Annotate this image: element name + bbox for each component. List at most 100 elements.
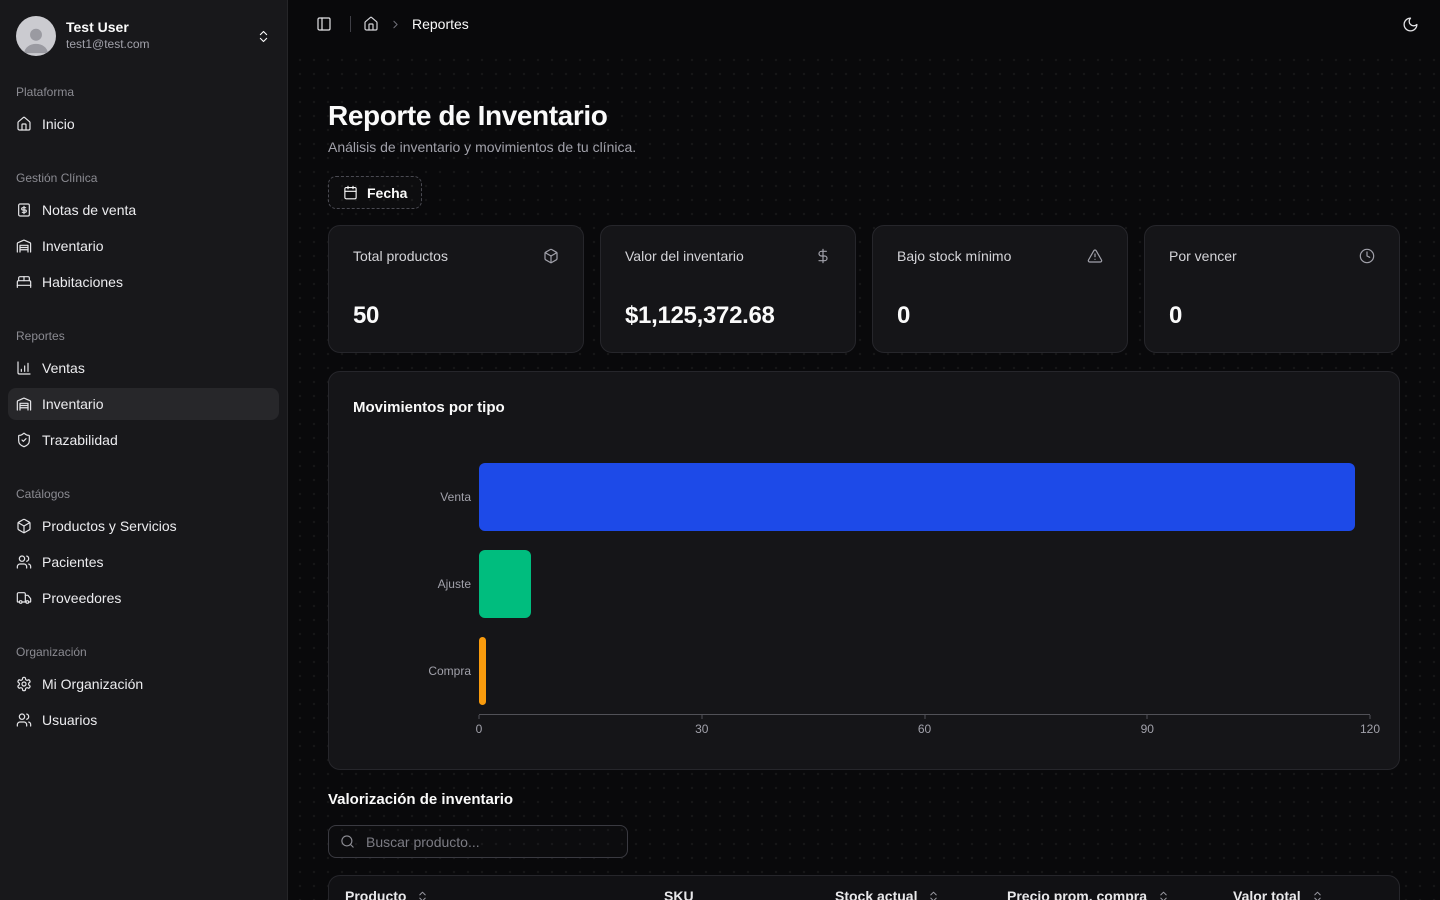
chevrons-up-down-icon [1157,890,1170,900]
sidebar-item-label: Productos y Servicios [42,518,177,534]
product-search [328,825,628,858]
panel-left-icon [316,16,332,32]
sidebar-item-inventario[interactable]: Inventario [8,230,279,262]
package-icon [543,248,559,264]
chart-bar-ajuste [479,549,531,618]
settings-icon [16,676,32,692]
axis-tick-mark [701,715,703,719]
date-filter-label: Fecha [367,184,408,201]
column-header-precio-prom-compra[interactable]: Precio prom. compra [1007,888,1233,900]
product-search-input[interactable] [364,832,616,851]
sidebar-item-habitaciones[interactable]: Habitaciones [8,266,279,298]
chart-category-label: Ajuste [437,576,471,591]
bed-icon [16,274,32,290]
breadcrumb-home-link[interactable] [363,16,379,32]
column-header-stock-actual[interactable]: Stock actual [835,888,1007,900]
user-meta: Test User test1@test.com [66,19,150,52]
warehouse-icon [16,396,32,412]
sidebar-item-inicio[interactable]: Inicio [8,108,279,140]
sidebar-item-mi-organizacion[interactable]: Mi Organización [8,668,279,700]
stat-label: Valor del inventario [625,248,744,264]
home-icon [16,116,32,132]
chart-title: Movimientos por tipo [353,399,505,416]
column-header-label: Valor total [1233,888,1301,900]
sidebar-nav: Plataforma Inicio Gestión Clínica Notas de … [8,64,279,736]
topbar: Reportes [288,0,1440,48]
page-subtitle: Análisis de inventario y movimientos de … [328,139,637,155]
valuation-title: Valorización de inventario [328,791,514,808]
chart-bar-track [479,636,1370,705]
sidebar-item-label: Pacientes [42,554,104,570]
breadcrumb: Reportes [363,16,469,32]
axis-tick-mark [924,715,925,719]
sidebar-item-usuarios[interactable]: Usuarios [8,704,279,736]
stat-card-valor-del-inventario: Valor del inventario $1,125,372.68 [600,225,856,353]
column-header-producto[interactable]: Producto [345,888,664,900]
column-header-label: Precio prom. compra [1007,888,1148,900]
axis-tick-mark [1146,715,1148,719]
sidebar-item-productos-y-servicios[interactable]: Productos y Servicios [8,510,279,542]
chart-category-label: Venta [440,489,471,504]
moon-icon [1402,16,1419,33]
theme-toggle-button[interactable] [1396,10,1424,38]
chart-row-venta: Venta [353,453,1375,540]
stat-card-total-productos: Total productos 50 [328,225,584,353]
axis-tick-label: 120 [1359,722,1381,736]
topbar-actions [1396,10,1424,38]
sidebar-item-proveedores[interactable]: Proveedores [8,582,279,614]
stat-card-header: Por vencer [1169,248,1375,264]
sidebar-section-label: Gestión Clínica [16,171,98,185]
sidebar-item-inventario[interactable]: Inventario [8,388,279,420]
bar-chart-icon [16,360,32,376]
sidebar-item-label: Trazabilidad [42,432,118,448]
chart-row-compra: Compra [353,627,1375,714]
user-name: Test User [66,19,129,36]
chart-bar-venta [479,462,1356,531]
chevrons-up-down-icon [256,29,271,44]
chevron-right-icon [389,18,402,31]
truck-icon [16,590,32,606]
stat-label: Por vencer [1169,248,1237,264]
sidebar-section-plataforma: Plataforma Inicio [8,80,279,140]
axis-tick-mark [478,715,480,719]
sidebar-item-label: Usuarios [42,712,98,728]
axis-tick-label: 0 [475,722,483,736]
calendar-icon [343,185,358,200]
chevrons-up-down-icon [416,890,429,900]
sidebar-item-label: Notas de venta [42,202,137,218]
sidebar-section-label: Catálogos [16,487,71,501]
topbar-divider [350,16,351,32]
axis-tick-mark [1369,715,1371,719]
movements-chart-card: Movimientos por tipo Venta Ajuste Compra 0 3… [328,371,1400,770]
main-column: Reportes Reporte de Inventario Análisis … [288,0,1440,900]
movements-bar-chart: Venta Ajuste Compra 0 30 60 90 120 [353,453,1380,742]
user-menu[interactable]: Test User test1@test.com [8,8,279,64]
stat-card-por-vencer: Por vencer 0 [1144,225,1400,353]
users-icon [16,712,32,728]
sidebar-toggle-button[interactable] [310,10,338,38]
stat-label: Bajo stock mínimo [897,248,1012,264]
sidebar-section-gestion-clinica: Gestión Clínica Notas de venta Inventario H… [8,166,279,298]
column-header-label: Stock actual [835,888,918,900]
chart-rows: Venta Ajuste Compra [353,453,1375,714]
axis-tick-label: 90 [1140,722,1154,736]
column-header-valor-total[interactable]: Valor total [1233,888,1383,900]
sidebar-section-reportes: Reportes Ventas Inventario Trazabilidad [8,324,279,456]
sidebar-item-pacientes[interactable]: Pacientes [8,546,279,578]
date-filter-button[interactable]: Fecha [328,176,423,209]
sidebar-item-ventas[interactable]: Ventas [8,352,279,384]
page-title: Reporte de Inventario [328,100,608,131]
chart-row-ajuste: Ajuste [353,540,1375,627]
users-icon [16,554,32,570]
sidebar-item-notas-de-venta[interactable]: Notas de venta [8,194,279,226]
chart-bar-compra [479,636,487,705]
sidebar-item-label: Inventario [42,396,104,412]
sidebar-item-trazabilidad[interactable]: Trazabilidad [8,424,279,456]
chart-bar-track [479,549,1370,618]
stat-label: Total productos [353,248,448,264]
sidebar-section-label: Organización [16,645,87,659]
axis-tick-label: 60 [917,722,932,736]
chevrons-up-down-icon [927,890,940,900]
sidebar: Test User test1@test.com Plataforma Inici… [0,0,288,900]
